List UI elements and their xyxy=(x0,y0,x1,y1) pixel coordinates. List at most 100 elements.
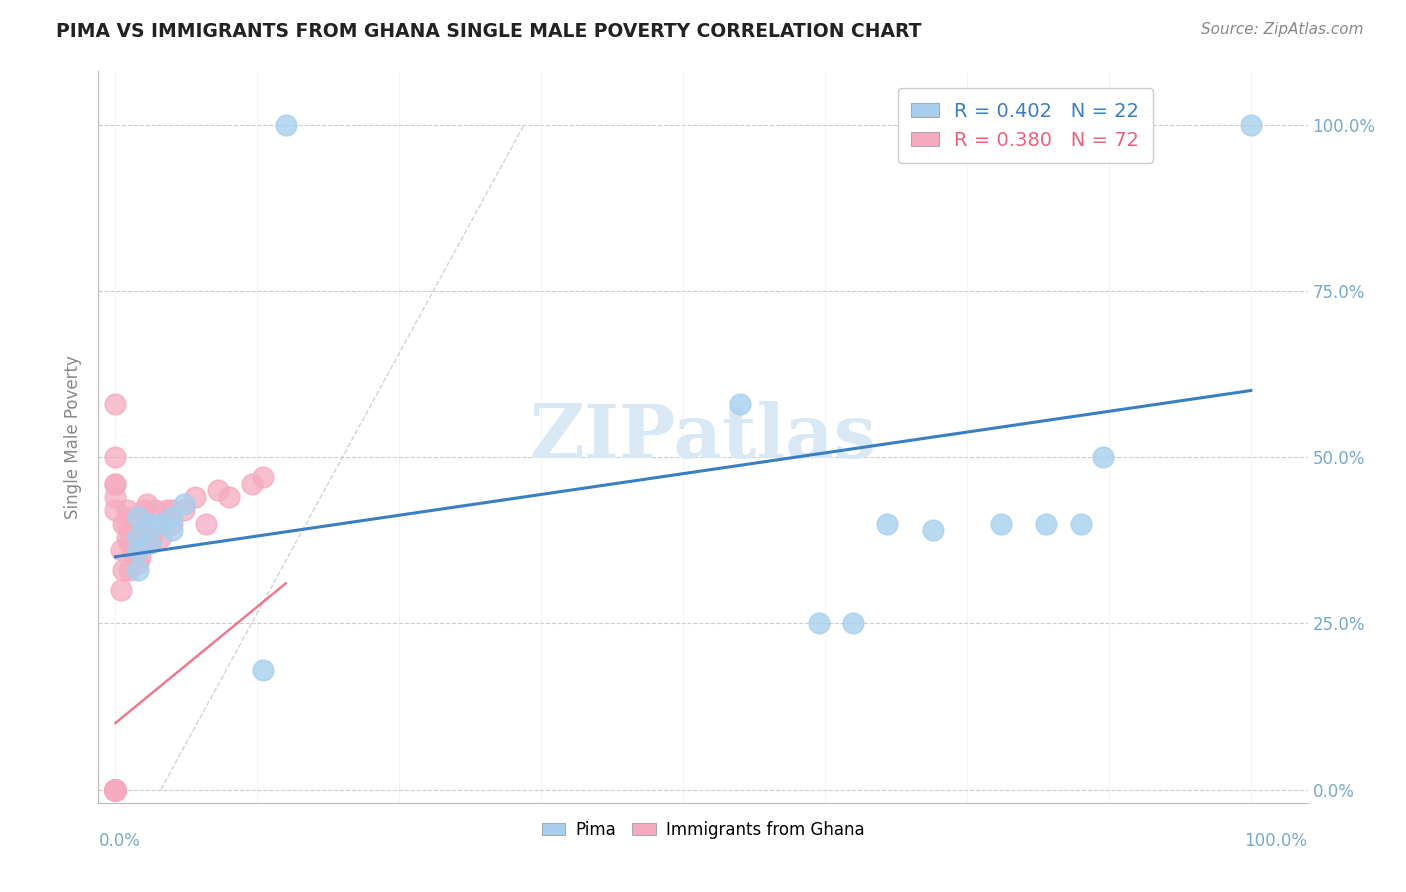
Point xyxy=(808,616,831,631)
Point xyxy=(136,497,159,511)
Point xyxy=(143,503,166,517)
Point xyxy=(104,476,127,491)
Text: 100.0%: 100.0% xyxy=(1244,832,1308,850)
Point xyxy=(104,782,127,797)
Text: PIMA VS IMMIGRANTS FROM GHANA SINGLE MALE POVERTY CORRELATION CHART: PIMA VS IMMIGRANTS FROM GHANA SINGLE MAL… xyxy=(56,22,922,41)
Point xyxy=(115,530,138,544)
Point xyxy=(104,782,127,797)
Point xyxy=(149,516,172,531)
Point xyxy=(104,782,127,797)
Point xyxy=(104,782,127,797)
Point xyxy=(104,782,127,797)
Point xyxy=(112,516,135,531)
Point xyxy=(728,397,751,411)
Point xyxy=(115,516,138,531)
Point xyxy=(132,516,155,531)
Point xyxy=(149,530,172,544)
Point xyxy=(104,782,127,797)
Text: ZIPatlas: ZIPatlas xyxy=(530,401,876,474)
Point xyxy=(110,543,132,558)
Point xyxy=(104,782,127,797)
Point xyxy=(118,536,141,550)
Point xyxy=(252,470,274,484)
Point xyxy=(104,782,127,797)
Point xyxy=(160,523,183,537)
Point xyxy=(138,536,160,550)
Point xyxy=(104,782,127,797)
Point xyxy=(121,543,143,558)
Point xyxy=(922,523,945,537)
Point xyxy=(104,782,127,797)
Point xyxy=(252,663,274,677)
Point xyxy=(104,782,127,797)
Point xyxy=(1092,450,1115,464)
Point xyxy=(149,516,172,531)
Point xyxy=(127,509,149,524)
Point xyxy=(127,530,149,544)
Point xyxy=(127,516,149,531)
Point xyxy=(104,782,127,797)
Point xyxy=(104,782,127,797)
Point xyxy=(990,516,1012,531)
Point xyxy=(1035,516,1057,531)
Point xyxy=(1240,118,1263,132)
Point xyxy=(160,509,183,524)
Point xyxy=(240,476,263,491)
Point xyxy=(138,516,160,531)
Point xyxy=(104,782,127,797)
Point xyxy=(842,616,865,631)
Point xyxy=(104,782,127,797)
Point xyxy=(1069,516,1091,531)
Point xyxy=(127,543,149,558)
Point xyxy=(129,549,152,564)
Point xyxy=(138,536,160,550)
Point xyxy=(274,118,297,132)
Point xyxy=(104,782,127,797)
Point xyxy=(195,516,218,531)
Point xyxy=(173,497,195,511)
Point xyxy=(127,543,149,558)
Point xyxy=(141,530,163,544)
Point xyxy=(160,516,183,531)
Point xyxy=(104,782,127,797)
Point xyxy=(104,397,127,411)
Text: 0.0%: 0.0% xyxy=(98,832,141,850)
Point xyxy=(184,490,207,504)
Y-axis label: Single Male Poverty: Single Male Poverty xyxy=(65,355,83,519)
Point xyxy=(104,782,127,797)
Point xyxy=(160,503,183,517)
Point xyxy=(121,523,143,537)
Point xyxy=(127,557,149,571)
Point xyxy=(218,490,240,504)
Point xyxy=(104,490,127,504)
Point xyxy=(132,503,155,517)
Point xyxy=(104,782,127,797)
Point xyxy=(876,516,898,531)
Point xyxy=(104,503,127,517)
Point xyxy=(110,582,132,597)
Point xyxy=(104,782,127,797)
Point xyxy=(155,503,177,517)
Point xyxy=(127,530,149,544)
Point xyxy=(115,503,138,517)
Point xyxy=(104,782,127,797)
Point xyxy=(138,516,160,531)
Point xyxy=(207,483,229,498)
Point xyxy=(104,782,127,797)
Legend: Pima, Immigrants from Ghana: Pima, Immigrants from Ghana xyxy=(534,814,872,846)
Point xyxy=(121,509,143,524)
Point xyxy=(118,563,141,577)
Point xyxy=(104,476,127,491)
Point xyxy=(127,563,149,577)
Point xyxy=(104,782,127,797)
Point xyxy=(104,782,127,797)
Point xyxy=(173,503,195,517)
Point xyxy=(104,450,127,464)
Point xyxy=(104,782,127,797)
Point xyxy=(112,563,135,577)
Point xyxy=(104,782,127,797)
Text: Source: ZipAtlas.com: Source: ZipAtlas.com xyxy=(1201,22,1364,37)
Point xyxy=(104,782,127,797)
Point xyxy=(104,782,127,797)
Point xyxy=(104,782,127,797)
